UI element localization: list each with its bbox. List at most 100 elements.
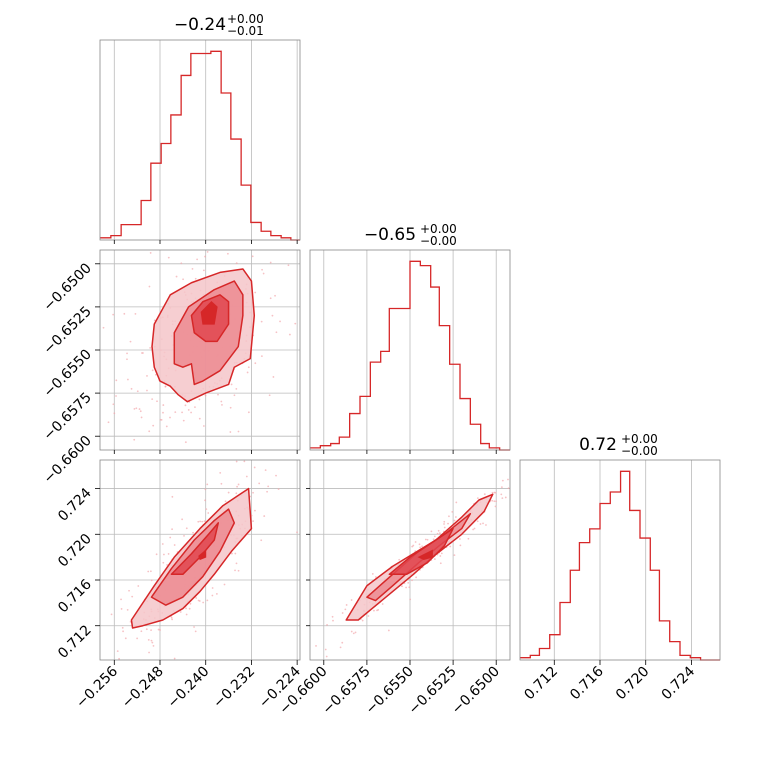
sample-point: [324, 648, 327, 651]
sample-point: [438, 532, 441, 535]
sample-point: [269, 297, 272, 300]
sample-point: [202, 269, 205, 272]
sample-point: [479, 523, 482, 525]
sample-point: [120, 598, 122, 601]
sample-point: [424, 538, 427, 541]
sample-point: [220, 482, 223, 485]
sample-point: [405, 586, 408, 589]
title-param-1: −0.65: [364, 225, 416, 245]
sample-point: [182, 278, 184, 281]
sample-point: [205, 508, 208, 510]
sample-point: [247, 366, 250, 369]
sample-point: [202, 425, 205, 427]
sample-point: [235, 562, 238, 565]
x-tick-label-param-0: −0.240: [165, 664, 213, 712]
sample-point: [251, 255, 254, 258]
sample-point: [398, 558, 401, 561]
sample-point: [149, 570, 152, 573]
x-tick-label-param-2: 0.720: [613, 664, 653, 704]
sample-point: [145, 628, 148, 631]
sample-point: [252, 491, 254, 494]
sample-point: [150, 629, 152, 632]
sample-point: [234, 569, 236, 572]
sample-point: [140, 630, 143, 633]
sample-point: [426, 538, 429, 541]
sample-point: [274, 294, 276, 297]
sample-point: [476, 520, 479, 523]
sample-point: [169, 536, 172, 539]
sample-point: [352, 632, 355, 635]
sample-point: [507, 478, 509, 481]
sample-point: [138, 408, 141, 410]
contour-level-3-pair-1: [170, 522, 220, 576]
sample-point: [198, 417, 201, 420]
sample-point: [146, 375, 148, 377]
sample-point: [133, 407, 136, 410]
sample-point: [455, 501, 458, 504]
sample-point: [272, 376, 275, 378]
sample-point: [219, 471, 222, 474]
sample-point: [261, 268, 263, 271]
sample-point: [443, 520, 446, 523]
sample-point: [482, 522, 484, 525]
sample-point: [288, 333, 291, 336]
sample-point: [183, 534, 185, 537]
sample-point: [191, 267, 194, 270]
sample-point: [151, 641, 154, 644]
sample-point: [430, 530, 433, 533]
sample-point: [142, 352, 144, 354]
sample-point: [175, 275, 178, 278]
contour-fills: [130, 268, 494, 629]
sample-point: [260, 320, 263, 323]
sample-point: [129, 340, 132, 343]
sample-point: [217, 393, 219, 396]
sample-point: [374, 576, 377, 578]
sample-point: [258, 482, 261, 485]
sample-point: [361, 619, 364, 622]
x-tick-label-param-1: −0.6500: [449, 664, 503, 718]
sample-point: [237, 483, 240, 486]
sample-point: [120, 608, 123, 610]
sample-point: [127, 378, 129, 381]
sample-point: [115, 395, 117, 397]
sample-point: [235, 460, 238, 463]
sample-point: [198, 398, 201, 401]
panel-frame-r2-c2: [519, 459, 721, 661]
sample-point: [491, 499, 494, 502]
sample-point: [247, 411, 250, 414]
sample-point: [220, 400, 223, 403]
sample-point: [411, 579, 413, 582]
sample-point: [254, 362, 257, 365]
sample-point: [185, 607, 187, 610]
sample-point: [122, 630, 124, 633]
y-tick-label-param-2: 0.720: [55, 531, 95, 571]
sample-point: [494, 491, 497, 494]
sample-point: [173, 657, 176, 660]
axis-ticks: [95, 240, 692, 665]
sample-point: [237, 569, 240, 572]
sample-point: [194, 277, 197, 280]
sample-point: [154, 373, 157, 376]
sample-point: [226, 252, 229, 255]
sample-point: [179, 611, 182, 613]
sample-point: [137, 585, 140, 587]
y-tick-label-param-2: 0.712: [55, 622, 95, 662]
sample-point: [190, 411, 193, 414]
sample-point: [504, 496, 507, 499]
sample-point: [443, 526, 446, 529]
sample-point: [194, 630, 197, 633]
sample-point: [287, 264, 290, 267]
sample-point: [169, 416, 171, 419]
title-param-1-sup: +0.00: [420, 222, 457, 236]
sample-point: [133, 438, 136, 441]
sample-point: [184, 441, 187, 444]
sample-point: [157, 628, 160, 631]
sample-point: [164, 385, 167, 388]
sample-point: [123, 312, 126, 315]
contour-level-3-pair-2: [388, 527, 454, 576]
sample-point: [448, 515, 450, 518]
sample-point: [401, 585, 403, 588]
sample-point: [376, 609, 378, 612]
sample-point: [147, 570, 150, 573]
x-tick-label-param-0: −0.248: [119, 664, 167, 712]
